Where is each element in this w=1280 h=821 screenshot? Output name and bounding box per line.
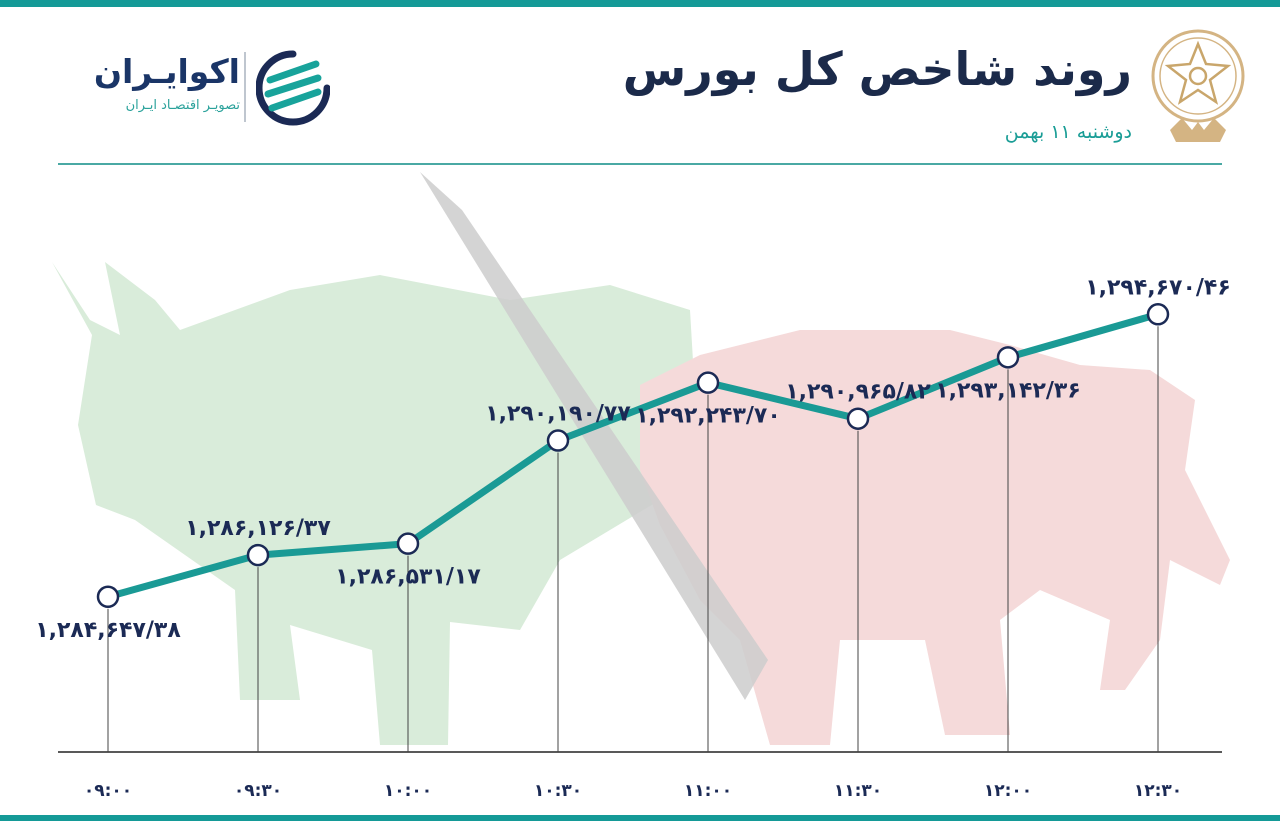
data-label: ۱,۲۹۰,۱۹۰/۷۷ bbox=[485, 402, 631, 427]
page-title: روند شاخص کل بورس bbox=[622, 42, 1132, 96]
series-line bbox=[104, 310, 1162, 601]
data-point bbox=[696, 371, 720, 394]
x-tick-label: ۱۰:۰۰ bbox=[384, 781, 432, 801]
data-label: ۱,۲۹۲,۲۴۳/۷۰ bbox=[635, 404, 781, 429]
data-label: ۱,۲۹۰,۹۶۵/۸۲ bbox=[785, 380, 931, 405]
brand-block: اکوایـران تصویـر اقتصـاد ایـران bbox=[70, 52, 240, 116]
date-subtitle: دوشنبه ۱۱ بهمن bbox=[1004, 121, 1132, 143]
data-point bbox=[96, 585, 120, 609]
data-label: ۱,۲۹۴,۶۷۰/۴۶ bbox=[1085, 275, 1231, 300]
brand-divider bbox=[244, 52, 246, 122]
data-label: ۱,۲۸۶,۱۲۶/۳۷ bbox=[185, 516, 331, 541]
brand-tagline: تصویـر اقتصـاد ایـران bbox=[125, 98, 240, 113]
x-tick-label: ۱۲:۳۰ bbox=[1134, 781, 1182, 801]
bull-silhouette bbox=[52, 262, 700, 745]
data-point bbox=[246, 543, 270, 567]
brand-name: اکوایـران bbox=[93, 52, 240, 91]
x-tick-label: ۰۹:۰۰ bbox=[84, 781, 132, 801]
bear-silhouette bbox=[640, 330, 1230, 745]
x-tick-label: ۱۱:۳۰ bbox=[834, 781, 882, 801]
top-border bbox=[0, 0, 1280, 7]
data-label: ۱,۲۸۴,۶۴۷/۳۸ bbox=[35, 618, 181, 643]
data-label: ۱,۲۹۳,۱۴۲/۳۶ bbox=[935, 378, 1081, 403]
diagonal-stripe bbox=[420, 172, 768, 700]
data-point bbox=[846, 407, 870, 430]
header-divider bbox=[58, 163, 1222, 165]
ekoiran-logo-icon bbox=[255, 50, 331, 132]
bottom-border bbox=[0, 815, 1280, 821]
x-tick-label: ۱۰:۳۰ bbox=[534, 781, 582, 801]
x-tick-label: ۱۱:۰۰ bbox=[684, 781, 732, 801]
data-point bbox=[396, 532, 420, 555]
tehran-stock-exchange-emblem-icon bbox=[1148, 26, 1248, 154]
data-point bbox=[1146, 303, 1170, 326]
data-point bbox=[996, 346, 1020, 369]
x-tick-label: ۰۹:۳۰ bbox=[234, 781, 282, 801]
data-point bbox=[546, 429, 570, 452]
data-label: ۱,۲۸۶,۵۳۱/۱۷ bbox=[335, 565, 481, 590]
x-tick-label: ۱۲:۰۰ bbox=[984, 781, 1032, 801]
